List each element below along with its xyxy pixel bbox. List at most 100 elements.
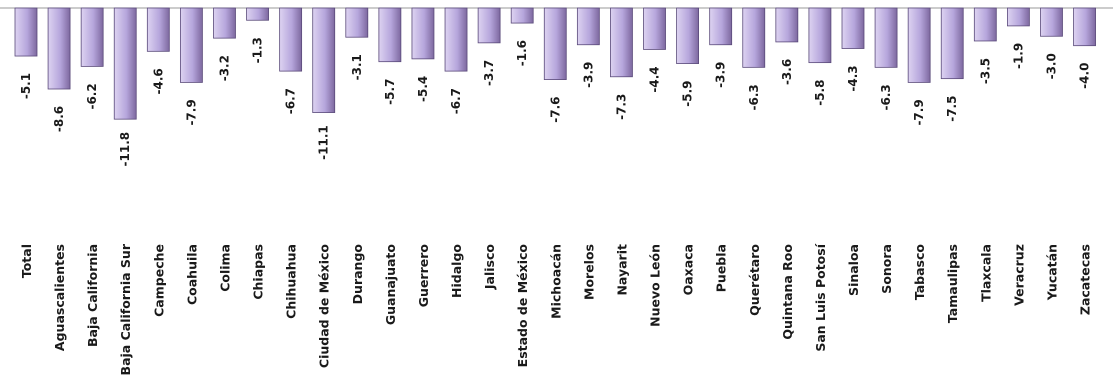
category-label: Hidalgo — [449, 244, 464, 298]
bar-value-label: -3.1 — [350, 54, 364, 80]
bar — [312, 7, 336, 113]
bar-value-label: -6.7 — [284, 88, 298, 114]
bar-value-label: -7.6 — [548, 96, 562, 122]
bar — [14, 7, 38, 57]
bar — [907, 7, 931, 83]
category-label: Coahuila — [184, 244, 199, 305]
bar — [146, 7, 170, 52]
category-label: Veracruz — [1011, 244, 1026, 306]
bar — [246, 7, 269, 21]
category-label: Morelos — [581, 244, 596, 300]
category-label: Yucatán — [1044, 244, 1059, 301]
category-label: Tabasco — [912, 244, 927, 301]
category-label: Quintana Roo — [780, 244, 795, 340]
bar — [576, 7, 600, 46]
bar — [411, 7, 435, 60]
category-label: Michoacán — [548, 244, 563, 319]
bars-group — [14, 7, 1096, 120]
bar-value-label: -3.9 — [581, 62, 595, 88]
bar — [709, 7, 733, 46]
bar-value-label: -3.9 — [714, 62, 728, 88]
bar — [179, 7, 203, 83]
bar — [808, 7, 832, 64]
bar-value-label: -8.6 — [52, 106, 66, 132]
category-label: Sinaloa — [846, 244, 861, 296]
bar-value-label: -5.9 — [681, 80, 695, 106]
bar — [940, 7, 964, 80]
bar-value-label: -4.3 — [846, 65, 860, 91]
bar-value-label: -3.0 — [1044, 53, 1058, 79]
bar — [610, 7, 633, 78]
category-label: Nuevo León — [648, 244, 663, 327]
bar-value-label: -4.6 — [151, 68, 165, 94]
category-label: Aguascalientes — [52, 244, 67, 351]
category-label: Total — [19, 244, 34, 278]
bar — [80, 7, 104, 67]
bar — [973, 7, 997, 42]
bar-value-label: -6.2 — [85, 83, 99, 109]
bar-value-label: -3.2 — [217, 55, 231, 81]
bar — [1040, 7, 1063, 37]
bar-value-label: -1.3 — [251, 37, 265, 63]
category-label: Tlaxcala — [978, 244, 993, 302]
bar — [643, 7, 666, 50]
bar-value-label: -7.3 — [614, 94, 628, 120]
bar-value-label: -6.3 — [747, 84, 761, 110]
bar — [444, 7, 468, 72]
bar — [113, 7, 137, 120]
bar-value-label: -4.0 — [1078, 63, 1092, 89]
bar-value-label: -3.6 — [780, 59, 794, 85]
bar — [742, 7, 766, 68]
bar-value-label: -5.4 — [416, 76, 430, 102]
category-label: Querétaro — [747, 244, 762, 316]
category-label: Chiapas — [251, 244, 266, 300]
category-label: Puebla — [714, 244, 729, 292]
bar-value-label: -11.8 — [118, 132, 132, 167]
category-label: Jalisco — [482, 244, 497, 291]
bar-value-label: -6.3 — [879, 84, 893, 110]
category-labels-group: Total Aguascalientes Baja California Baja C… — [19, 243, 1093, 375]
bar — [213, 7, 236, 39]
bar-value-label: -6.7 — [449, 88, 463, 114]
bar-value-label: -1.9 — [1011, 43, 1025, 69]
category-label: San Luis Potosí — [813, 243, 828, 351]
bar — [1073, 7, 1096, 47]
bar — [510, 7, 534, 24]
value-labels-group: -5.1 -8.6 -6.2 -11.8 -4.6 -7.9 -3.2 -1.3 -6.7 -11… — [19, 37, 1092, 166]
bar — [1007, 7, 1030, 27]
bar-value-label: -7.9 — [912, 99, 926, 125]
category-label: Baja California — [85, 244, 100, 347]
bar — [47, 7, 71, 90]
bar-value-label: -5.8 — [813, 80, 827, 106]
category-label: Nayarit — [614, 244, 629, 296]
bar-value-label: -3.5 — [978, 58, 992, 84]
bar-value-label: -3.7 — [482, 60, 496, 86]
category-label: Chihuahua — [284, 244, 299, 319]
category-label: Guanajuato — [383, 244, 398, 326]
bar-value-label: -11.1 — [317, 125, 331, 160]
bar-value-label: -7.5 — [945, 96, 959, 122]
bar — [378, 7, 402, 63]
category-label: Sonora — [879, 244, 894, 294]
category-label: Baja California Sur — [118, 243, 133, 375]
bar-value-label: -7.9 — [184, 99, 198, 125]
category-label: Colima — [217, 244, 232, 292]
bar — [543, 7, 567, 80]
bar-value-label: -4.4 — [648, 66, 662, 92]
category-label: Zacatecas — [1078, 244, 1093, 315]
category-label: Estado de México — [515, 244, 530, 368]
category-label: Ciudad de México — [317, 244, 332, 368]
bar-value-label: -5.7 — [383, 79, 397, 105]
bar — [841, 7, 865, 49]
category-label: Oaxaca — [681, 244, 696, 295]
category-label: Tamaulipas — [945, 244, 960, 323]
category-label: Durango — [350, 244, 365, 305]
bar-value-label: -5.1 — [19, 73, 33, 99]
category-label: Campeche — [151, 244, 166, 317]
bar — [676, 7, 699, 64]
bar — [874, 7, 898, 68]
bar — [345, 7, 369, 38]
category-label: Guerrero — [416, 244, 431, 308]
bar — [775, 7, 799, 43]
